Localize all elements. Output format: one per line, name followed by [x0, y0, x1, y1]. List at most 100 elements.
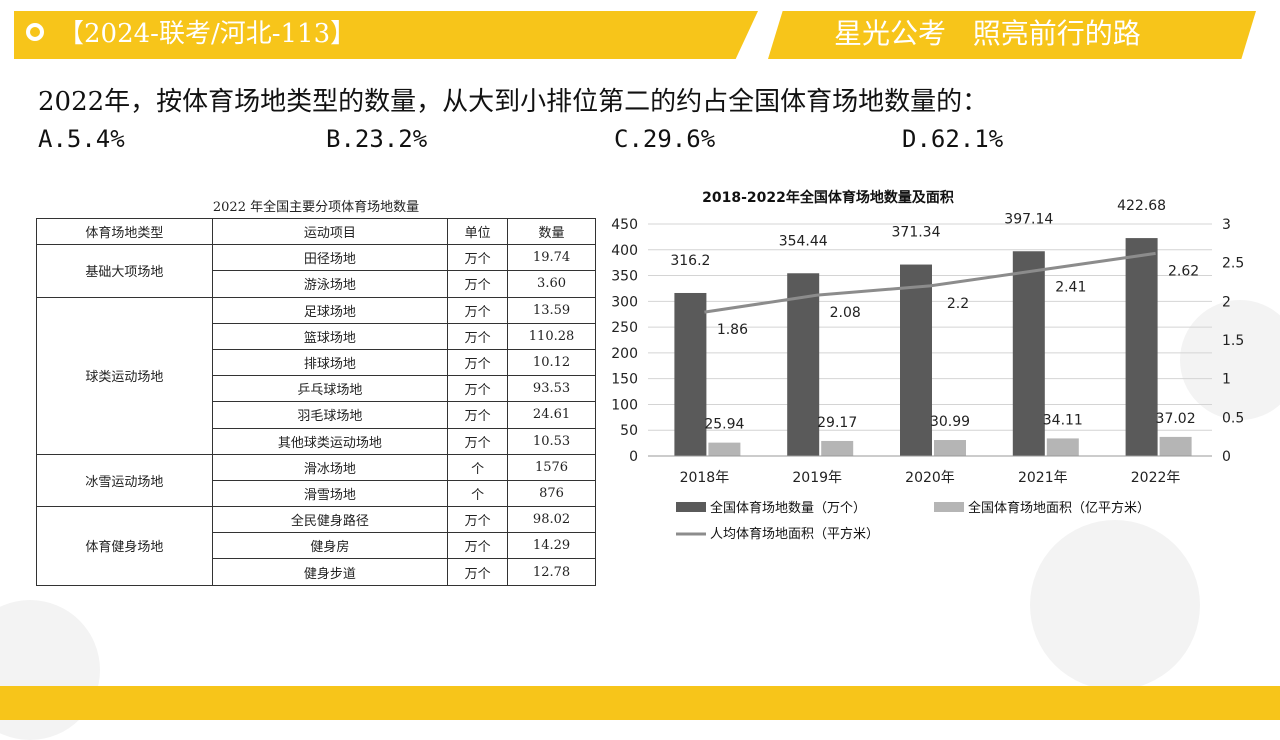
- data-label-venue-count: 316.2: [670, 253, 710, 269]
- line-per-capita: [704, 251, 1156, 314]
- footer-bar: [0, 686, 1280, 720]
- y-tick-label: 0: [629, 449, 638, 465]
- data-label-venue-area: 37.02: [1156, 411, 1196, 427]
- data-label-venue-count: 397.14: [1004, 211, 1053, 227]
- y-tick-label: 150: [611, 372, 638, 388]
- sport-cell: 篮球场地: [211, 322, 449, 350]
- bar-venue-count: [787, 273, 820, 456]
- sport-cell: 足球场地: [211, 296, 449, 324]
- sport-cell: 乒乓球场地: [211, 375, 449, 403]
- venue-category-cell: 冰雪运动场地: [36, 453, 213, 508]
- sport-cell: 滑雪场地: [211, 479, 449, 508]
- y-tick-label: 400: [611, 243, 638, 259]
- count-cell: 93.53: [507, 375, 596, 403]
- data-label-per-capita: 1.86: [717, 322, 748, 338]
- data-label-venue-count: 422.68: [1117, 198, 1166, 214]
- count-cell: 13.59: [507, 296, 596, 324]
- y2-tick-label: 0.5: [1222, 410, 1244, 426]
- legend-label-count: 全国体育场地数量（万个）: [710, 500, 866, 516]
- legend-swatch-count: [676, 502, 706, 512]
- sport-cell: 健身步道: [211, 558, 449, 586]
- table-row: 基础大项场地 田径场地 万个 19.74: [36, 244, 596, 298]
- table-row: 滑雪场地个 876: [37, 479, 596, 508]
- legend-swatch-area: [934, 502, 964, 512]
- y-tick-label: 100: [611, 397, 638, 413]
- bar-venue-count: [1125, 238, 1158, 456]
- y2-tick-label: 0: [1222, 449, 1231, 465]
- table-row: 其他球类运动场地 万个 10.53: [37, 427, 596, 455]
- count-cell: 1576: [507, 453, 596, 481]
- legend-label-per-capita: 人均体育场地面积（平方米）: [710, 526, 879, 542]
- slogan: 星光公考 照亮前行的路: [834, 17, 1141, 50]
- header-banner-left: [14, 11, 758, 59]
- x-tick-label: 2020年: [905, 470, 955, 486]
- count-cell: 110.28: [507, 322, 596, 350]
- venue-category-cell: 球类运动场地: [36, 296, 213, 455]
- bar-venue-area: [934, 440, 966, 456]
- option-d[interactable]: D.62.1%: [902, 125, 1004, 153]
- option-c[interactable]: C.29.6%: [614, 125, 716, 153]
- question-source-tag: 【2024-联考/河北-113】: [58, 19, 357, 49]
- unit-cell: 个: [447, 479, 509, 508]
- option-b[interactable]: B.23.2%: [326, 125, 428, 153]
- table-row: 羽毛球场地 万个 24.61: [37, 401, 596, 429]
- unit-cell: 万个: [447, 296, 509, 324]
- data-label-per-capita: 2.41: [1055, 280, 1086, 296]
- table-row: 篮球场地 万个 110.28: [37, 322, 596, 350]
- background-bubble: [1180, 300, 1280, 420]
- data-label-venue-count: 354.44: [779, 233, 828, 249]
- count-cell: 98.02: [507, 506, 596, 534]
- y-tick-label: 50: [620, 423, 638, 439]
- x-tick-label: 2022年: [1131, 470, 1181, 486]
- table-header-row: 体育场地类型 运动项目 单位 数量: [36, 217, 596, 246]
- data-label-venue-area: 30.99: [930, 414, 970, 430]
- bar-venue-count: [1012, 251, 1045, 456]
- table-row: 排球场地 万个 10.12: [37, 348, 596, 377]
- count-cell: 12.78: [507, 558, 596, 586]
- unit-cell: 万个: [447, 558, 509, 586]
- table-row: 游泳场地 万个 3.60: [37, 270, 596, 298]
- sport-cell: 其他球类运动场地: [211, 427, 449, 455]
- x-tick-label: 2018年: [680, 470, 730, 486]
- unit-cell: 万个: [447, 427, 509, 455]
- bar-venue-area: [708, 442, 741, 456]
- sport-cell: 排球场地: [211, 348, 449, 377]
- table-row: 乒乓球场地 万个 93.53: [37, 375, 596, 403]
- table-title: 2022 年全国主要分项体育场地数量: [212, 200, 420, 215]
- data-label-per-capita: 2.08: [830, 305, 861, 321]
- circle-icon: [26, 23, 44, 41]
- unit-cell: 万个: [447, 348, 509, 377]
- header-banner-right: [768, 11, 1256, 59]
- x-tick-label: 2021年: [1018, 470, 1068, 486]
- y-tick-label: 350: [611, 269, 638, 285]
- y-tick-label: 300: [611, 294, 638, 310]
- sport-cell: 全民健身路径: [211, 506, 449, 534]
- sport-cell: 健身房: [211, 532, 449, 560]
- venue-category-cell: 体育健身场地: [36, 506, 213, 586]
- y2-tick-label: 1: [1222, 372, 1231, 388]
- sport-cell: 羽毛球场地: [211, 401, 449, 429]
- bar-venue-count: [674, 292, 707, 456]
- legend-label-area: 全国体育场地面积（亿平方米）: [968, 500, 1150, 516]
- y2-tick-label: 1.5: [1222, 333, 1244, 349]
- table-header-cell: 数量: [507, 217, 596, 246]
- y-tick-label: 450: [611, 217, 638, 233]
- background-bubble: [1030, 520, 1200, 690]
- data-label-per-capita: 2.2: [947, 296, 969, 312]
- unit-cell: 万个: [447, 322, 509, 350]
- y-tick-label: 250: [611, 320, 638, 336]
- sport-cell: 田径场地: [211, 244, 449, 272]
- table-header-cell: 运动项目: [211, 217, 449, 246]
- option-a[interactable]: A.5.4%: [38, 125, 125, 153]
- table-row: 健身步道 万个 12.78: [37, 558, 596, 586]
- data-label-venue-area: 34.11: [1043, 412, 1083, 428]
- count-cell: 14.29: [507, 532, 596, 560]
- y-tick-label: 200: [611, 346, 638, 362]
- question-text: 2022年，按体育场地类型的数量，从大到小排位第二的约占全国体育场地数量的：: [38, 87, 989, 117]
- data-label-venue-count: 371.34: [892, 225, 941, 241]
- count-cell: 19.74: [507, 244, 596, 272]
- venue-category-cell: 基础大项场地: [36, 244, 213, 298]
- unit-cell: 万个: [447, 270, 509, 298]
- count-cell: 10.12: [507, 348, 596, 377]
- table-row: 球类运动场地 足球场地 万个 13.59: [36, 296, 596, 455]
